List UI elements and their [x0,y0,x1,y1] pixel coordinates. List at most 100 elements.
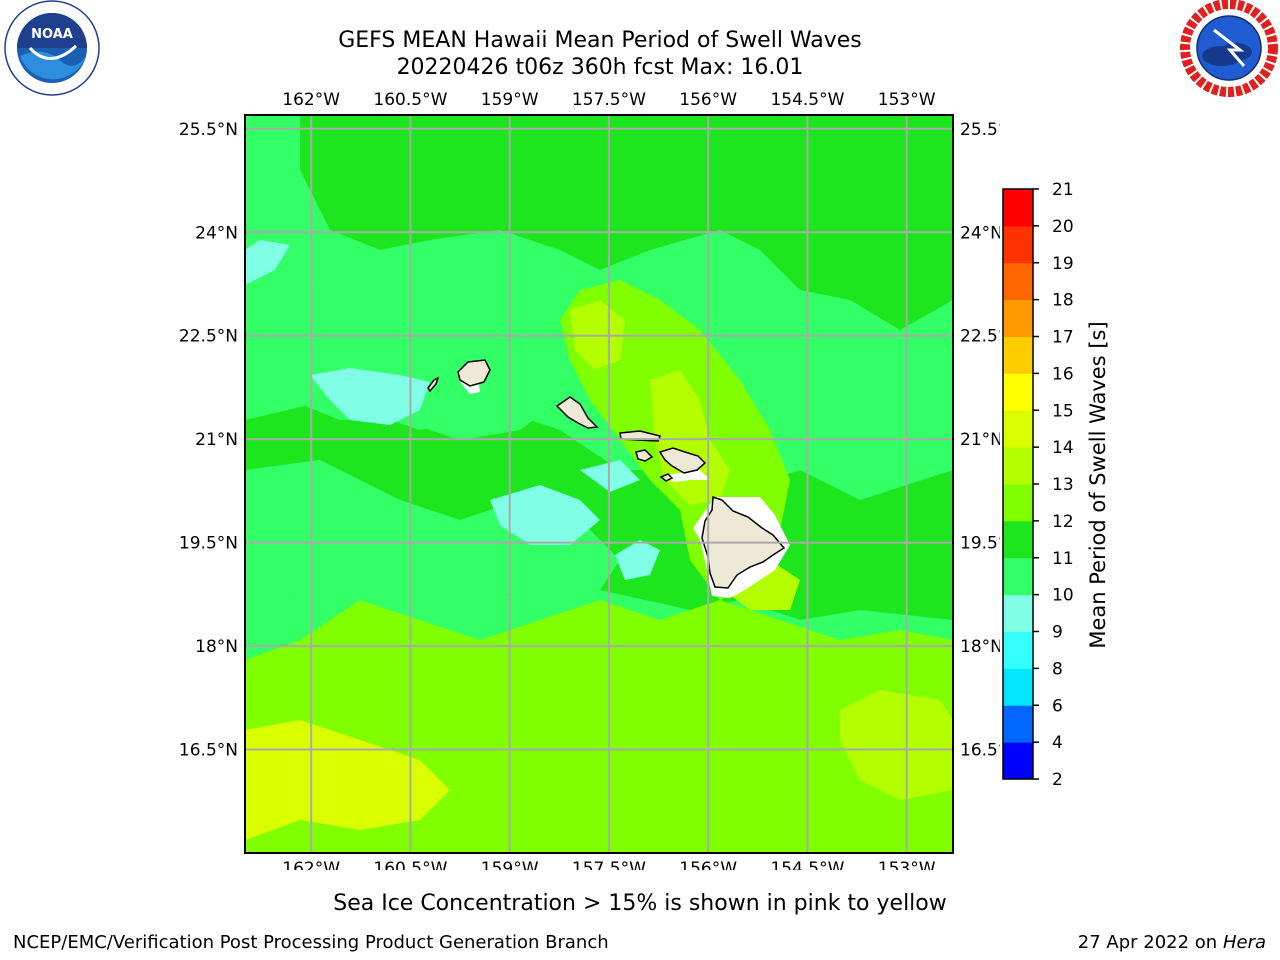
colorbar-tick-label: 6 [1052,696,1063,716]
lat-tick-label-left: 21°N [195,430,238,450]
island-maui [658,447,707,474]
footer-date: 27 Apr 2022 on Hera [1078,932,1266,954]
colorbar-block [1003,225,1033,264]
footer-host: Hera [1222,932,1266,953]
colorbar-tick-label: 4 [1052,733,1063,753]
noaa-logo: NOAA [0,0,104,100]
lon-tick-label-top: 156°W [679,90,737,110]
colorbar-block [1003,373,1033,411]
island-oahu [555,396,599,429]
lat-tick-label-right: 19.5°N [960,534,1000,554]
colorbar-block [1003,557,1033,596]
footer-credit: NCEP/EMC/Verification Post Processing Pr… [13,932,609,953]
lon-tick-label-bottom: 159°W [481,859,539,870]
field-band-11-12-north [300,115,953,330]
field-band-9-10-b [490,485,600,545]
lat-tick-label-right: 22.5°N [960,327,1000,347]
lat-tick-label-right: 18°N [960,637,1000,657]
lon-tick-label-bottom: 153°W [878,859,936,870]
island-kauai [457,359,491,387]
colorbar-tick-label: 8 [1052,659,1063,679]
field-band-9-10-a [310,368,430,425]
lon-tick-label-top: 157.5°W [572,90,646,110]
field-no-data-maui [660,470,710,482]
lon-tick-label-bottom: 157.5°W [572,859,646,870]
colorbar-tick-label: 11 [1052,549,1074,569]
colorbar-block [1003,189,1033,227]
lon-tick-label-top: 154.5°W [770,90,844,110]
lat-tick-label-left: 16.5°N [179,741,238,761]
lon-tick-label-top: 160.5°W [373,90,447,110]
field-band-9-10-d [580,460,640,492]
field-band-9-10-e [245,240,290,285]
colorbar-block [1003,262,1033,301]
map-subtitle: 20220426 t06z 360h fcst Max: 16.01 [396,55,804,80]
colorbar-block [1003,742,1033,780]
island-niihau [427,376,440,393]
noaa-logo-text: NOAA [31,27,73,42]
colorbar-tick-label: 13 [1052,475,1074,495]
lat-tick-label-right: 24°N [960,223,1000,243]
lon-tick-label-bottom: 160.5°W [373,859,447,870]
field-band-13-14-southeast [840,690,953,800]
island-lanai [635,449,654,462]
colorbar-block [1003,631,1033,669]
island-kahoolawe [659,473,674,482]
lat-tick-label-left: 25.5°N [179,120,238,140]
colorbar-tick-label: 19 [1052,254,1074,274]
lat-tick-label-right: 16.5°N [960,741,1000,761]
colorbar-block [1003,705,1033,743]
lat-tick-label-right: 21°N [960,430,1000,450]
colorbar-tick-label: 12 [1052,512,1074,532]
field-band-9-10-c [615,540,660,580]
colorbar-tick-label: 20 [1052,217,1074,237]
colorbar-blocks [1003,189,1033,780]
colorbar-label: Mean Period of Swell Waves [s] [1086,321,1110,648]
colorbar-tick-label: 17 [1052,328,1074,348]
field-band-10-11-southwest [245,460,620,600]
swell-period-field [245,115,953,853]
footer-date-text: 27 Apr 2022 on [1077,932,1218,953]
lat-tick-label-left: 24°N [195,223,238,243]
lat-tick-label-left: 22.5°N [179,327,238,347]
colorbar-block [1003,668,1033,706]
lon-axis-top: 162°W 160.5°W 159°W 157.5°W 156°W 154.5°W 153°… [282,90,935,110]
lon-tick-label-top: 159°W [481,90,539,110]
lon-tick-label-bottom: 162°W [282,859,340,870]
lat-tick-label-right: 25.5°N [960,120,1000,140]
nws-logo [1178,0,1280,100]
colorbar-block [1003,299,1033,337]
graticule [245,115,953,853]
map-title: GEFS MEAN Hawaii Mean Period of Swell Wa… [338,28,862,53]
lon-tick-label-bottom: 156°W [679,859,737,870]
colorbar-block [1003,594,1033,632]
field-band-13-14-maui [650,370,730,505]
lat-tick-label-left: 19.5°N [179,534,238,554]
noaa-logo-icon: NOAA [4,0,100,96]
colorbar-block [1003,336,1033,374]
lon-axis-bottom: 162°W 160.5°W 159°W 157.5°W 156°W 154.5°W 153°… [282,859,935,870]
colorbar-tick-label: 10 [1052,586,1074,606]
colorbar-block [1003,484,1033,522]
colorbar-tick-label: 9 [1052,623,1063,643]
colorbar-tick-label: 2 [1052,770,1063,790]
lon-tick-label-top: 162°W [282,90,340,110]
colorbar-block [1003,447,1033,485]
sea-ice-note: Sea Ice Concentration > 15% is shown in … [333,891,947,916]
colorbar-tick-label: 21 [1052,180,1074,200]
lat-tick-label-left: 18°N [195,637,238,657]
lon-tick-label-top: 153°W [878,90,936,110]
colorbar-block [1003,520,1033,559]
colorbar-ticks: 2 4 6 8 9 10 11 12 13 14 15 16 17 18 19 20 21 [1033,180,1074,790]
colorbar-tick-label: 15 [1052,401,1074,421]
map-frame [244,114,954,854]
colorbar-block [1003,410,1033,448]
lat-axis-left: 25.5°N 24°N 22.5°N 21°N 19.5°N 18°N 16.5°N [179,120,238,761]
map-plot: 162°W 160.5°W 159°W 157.5°W 156°W 154.5°W 153°… [179,90,1000,870]
nws-logo-icon [1180,0,1278,97]
colorbar-tick-label: 18 [1052,291,1074,311]
colorbar-tick-label: 14 [1052,438,1074,458]
colorbar-frame [1002,188,1034,780]
lon-tick-label-bottom: 154.5°W [770,859,844,870]
colorbar-tick-label: 16 [1052,364,1074,384]
